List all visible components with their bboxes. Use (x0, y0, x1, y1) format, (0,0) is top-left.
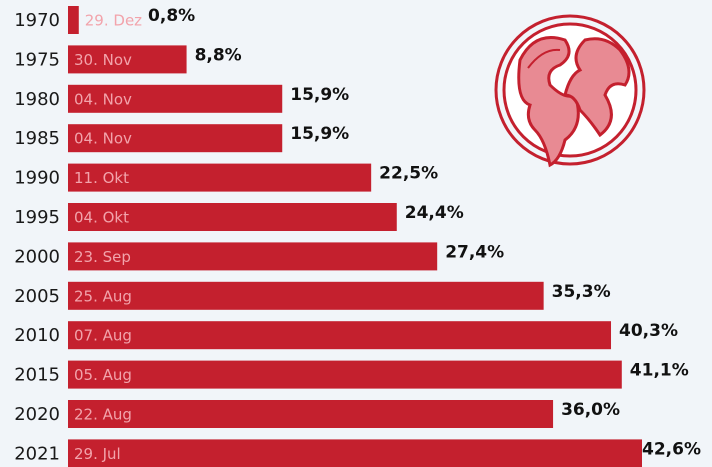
date-label: 29. Jul (74, 445, 121, 463)
y-tick-label: 2021 (14, 443, 60, 464)
value-label: 40,3% (619, 321, 678, 341)
date-label: 05. Aug (74, 366, 132, 384)
date-label: 04. Nov (74, 130, 132, 148)
date-label: 30. Nov (74, 51, 132, 69)
y-tick-label: 2010 (14, 325, 60, 346)
bar (68, 400, 554, 428)
value-label: 27,4% (445, 242, 504, 262)
date-label: 07. Aug (74, 327, 132, 345)
value-label: 41,1% (630, 361, 689, 381)
y-tick-label: 2015 (14, 365, 60, 386)
value-label: 36,0% (561, 400, 620, 420)
date-label: 22. Aug (74, 406, 132, 424)
date-label: 29. Dez (85, 12, 142, 30)
value-label: 15,9% (290, 124, 349, 144)
value-label: 22,5% (379, 164, 438, 184)
y-tick-label: 2005 (14, 286, 60, 307)
bar (68, 84, 283, 113)
y-tick-label: 1970 (14, 10, 60, 31)
date-label: 04. Nov (74, 90, 132, 108)
date-label: 04. Okt (74, 209, 129, 227)
bar (68, 242, 438, 271)
bar (68, 281, 544, 310)
value-label: 42,6% (642, 439, 701, 459)
value-label: 0,8% (148, 6, 195, 26)
value-label: 35,3% (552, 282, 611, 302)
bar (68, 124, 283, 153)
date-label: 25. Aug (74, 287, 132, 305)
bar (68, 163, 372, 192)
value-label: 15,9% (290, 85, 349, 105)
y-tick-label: 2020 (14, 404, 60, 425)
y-tick-label: 1985 (14, 128, 60, 149)
bar (68, 360, 622, 389)
y-tick-label: 1980 (14, 89, 60, 110)
y-tick-label: 1995 (14, 207, 60, 228)
y-tick-label: 1975 (14, 49, 60, 70)
y-tick-label: 1990 (14, 168, 60, 189)
bar (68, 203, 397, 231)
bar (68, 45, 187, 74)
date-label: 11. Okt (74, 169, 129, 187)
value-label: 24,4% (405, 203, 464, 223)
y-tick-label: 2000 (14, 246, 60, 267)
globe-icon (494, 14, 646, 168)
date-label: 23. Sep (74, 248, 131, 266)
bar (68, 439, 642, 467)
bar (68, 6, 79, 34)
value-label: 8,8% (195, 45, 242, 65)
bar (68, 321, 612, 350)
